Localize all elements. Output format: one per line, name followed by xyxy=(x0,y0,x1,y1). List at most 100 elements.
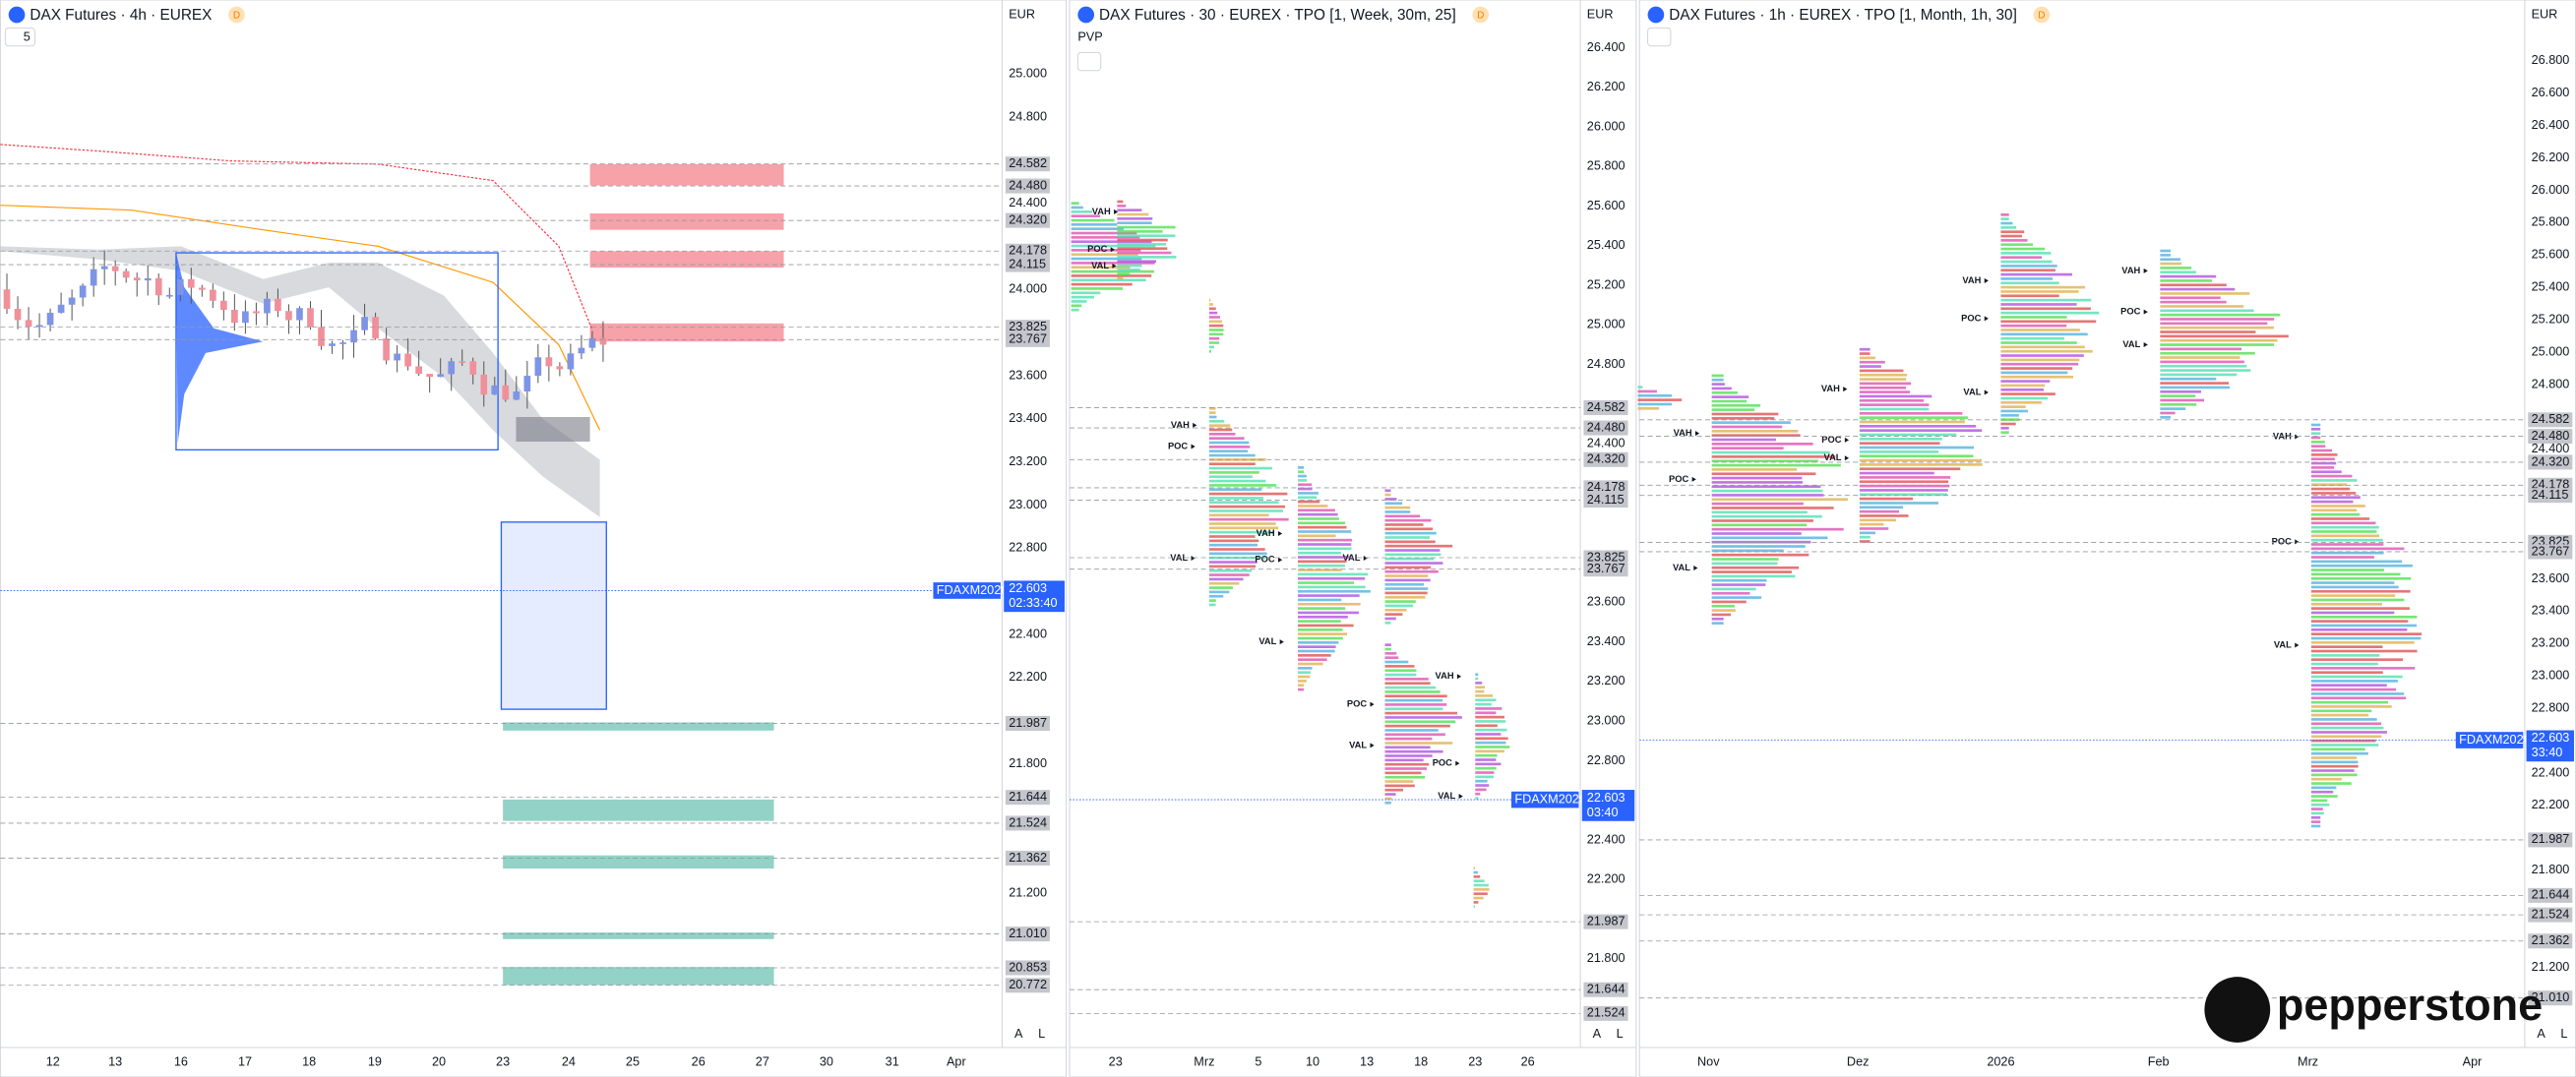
price-axis-label: 25.400 xyxy=(1587,238,1625,252)
candle-body xyxy=(242,311,249,324)
axis-button[interactable]: L xyxy=(1617,1027,1624,1041)
tpo-row xyxy=(2000,311,2100,315)
tpo-row xyxy=(2160,309,2254,313)
candle-body xyxy=(426,374,434,378)
level-tag-label: 24.115 xyxy=(1587,493,1625,507)
level-tag-label: 21.644 xyxy=(1009,790,1047,804)
cloud xyxy=(0,246,600,517)
tpo-row xyxy=(2000,332,2088,336)
tpo-row xyxy=(1711,617,1724,621)
axis-button[interactable]: L xyxy=(2560,1027,2567,1041)
tpo-row xyxy=(2310,496,2361,500)
candle-body xyxy=(3,289,11,310)
toggle-label[interactable]: 5 xyxy=(24,30,31,44)
time-axis-label: Dez xyxy=(1847,1054,1870,1068)
tpo-row xyxy=(2310,790,2334,794)
tpo-row xyxy=(1298,543,1352,546)
price-axis-label: 22.400 xyxy=(1587,832,1625,846)
currency[interactable]: EUR xyxy=(1009,7,1035,21)
price-axis-label: 22.800 xyxy=(2532,700,2570,714)
tpo-row xyxy=(1117,209,1142,211)
tpo-row xyxy=(1384,493,1391,497)
profile-marker xyxy=(1277,557,1283,563)
toggle-label[interactable]: PVP xyxy=(1077,30,1102,44)
profile-label: VAL xyxy=(1824,452,1842,462)
tpo-row xyxy=(1298,594,1360,597)
collapse-button[interactable] xyxy=(1647,27,1672,47)
tpo-row xyxy=(2310,466,2335,469)
tpo-row xyxy=(1473,905,1475,909)
currency[interactable]: EUR xyxy=(2532,7,2558,21)
candle-body xyxy=(111,266,119,271)
tpo-row xyxy=(1298,517,1339,520)
currency[interactable]: EUR xyxy=(1587,7,1614,21)
tpo-row xyxy=(1071,300,1087,303)
tpo-row xyxy=(2000,298,2092,302)
tpo-row xyxy=(1208,449,1249,453)
level-tag-label: 24.178 xyxy=(1587,480,1625,494)
level-tag xyxy=(1583,550,1628,566)
candle-body xyxy=(35,325,43,328)
logo-mark xyxy=(2204,977,2271,1043)
price-axis-label: 24.400 xyxy=(1009,196,1047,209)
tpo-row xyxy=(1473,896,1484,900)
price-axis-label: 26.200 xyxy=(2532,150,2570,164)
symbol-tag-label: FDAXM2026 xyxy=(937,583,1009,597)
tpo-row xyxy=(1384,582,1425,586)
tpo-row xyxy=(1475,746,1510,748)
tpo-row xyxy=(2310,509,2358,512)
tpo-row xyxy=(1859,446,1975,449)
candle-body xyxy=(100,266,108,269)
tpo-row xyxy=(1208,586,1233,589)
tpo-row xyxy=(1208,603,1216,607)
axis-button[interactable]: L xyxy=(1038,1027,1045,1041)
tpo-row xyxy=(1859,467,1961,471)
tpo-row xyxy=(1384,578,1431,582)
axis-button[interactable]: A xyxy=(1014,1027,1023,1041)
tpo-row xyxy=(1711,553,1809,557)
tpo-row xyxy=(1711,399,1748,403)
tpo-row xyxy=(1208,599,1216,602)
tpo-row xyxy=(1298,483,1313,487)
tpo-row xyxy=(1071,214,1101,218)
level-tag-label: 21.987 xyxy=(1587,914,1625,927)
tpo-row xyxy=(2310,445,2326,449)
price-axis-label: 25.600 xyxy=(2532,248,2570,262)
candle-body xyxy=(491,385,499,395)
tpo-row xyxy=(1117,230,1163,233)
tpo-row xyxy=(1208,311,1218,315)
level-tag-label: 21.362 xyxy=(2532,933,2570,947)
profile-label: VAL xyxy=(2274,639,2292,649)
tpo-row xyxy=(1475,753,1498,757)
tpo-row xyxy=(2160,382,2230,385)
axis-button[interactable]: A xyxy=(2537,1027,2545,1041)
level-tag-label: 21.524 xyxy=(1587,1006,1625,1020)
tpo-row xyxy=(1071,274,1152,277)
candle-body xyxy=(459,361,466,363)
tpo-row xyxy=(2310,602,2382,606)
tpo-row xyxy=(1711,455,1836,458)
profile-label: VAL xyxy=(1963,387,1981,396)
price-axis-label: 22.800 xyxy=(1587,753,1625,767)
collapse-button[interactable] xyxy=(1076,51,1102,72)
tpo-row xyxy=(2000,272,2073,276)
candle-body xyxy=(339,342,346,344)
tpo-row xyxy=(1208,539,1259,543)
tpo-row xyxy=(1711,387,1732,390)
tpo-row xyxy=(1384,733,1445,737)
tpo-row xyxy=(2310,538,2383,542)
toggle-button[interactable] xyxy=(4,27,35,47)
tpo-row xyxy=(1298,607,1346,610)
tpo-row xyxy=(1859,463,1983,466)
price-axis-label: 25.000 xyxy=(2532,344,2570,358)
tpo-row xyxy=(1711,523,1808,527)
axis-button[interactable]: A xyxy=(1593,1027,1602,1041)
price-axis-label: 26.800 xyxy=(2532,53,2570,67)
tpo-row xyxy=(1711,374,1724,378)
tpo-row xyxy=(2310,572,2401,576)
price-axis-label: 23.600 xyxy=(1587,595,1625,609)
tpo-row xyxy=(2310,568,2385,571)
tpo-row xyxy=(1859,382,1912,386)
tpo-row xyxy=(1298,684,1305,688)
tpo-row xyxy=(1208,349,1211,353)
